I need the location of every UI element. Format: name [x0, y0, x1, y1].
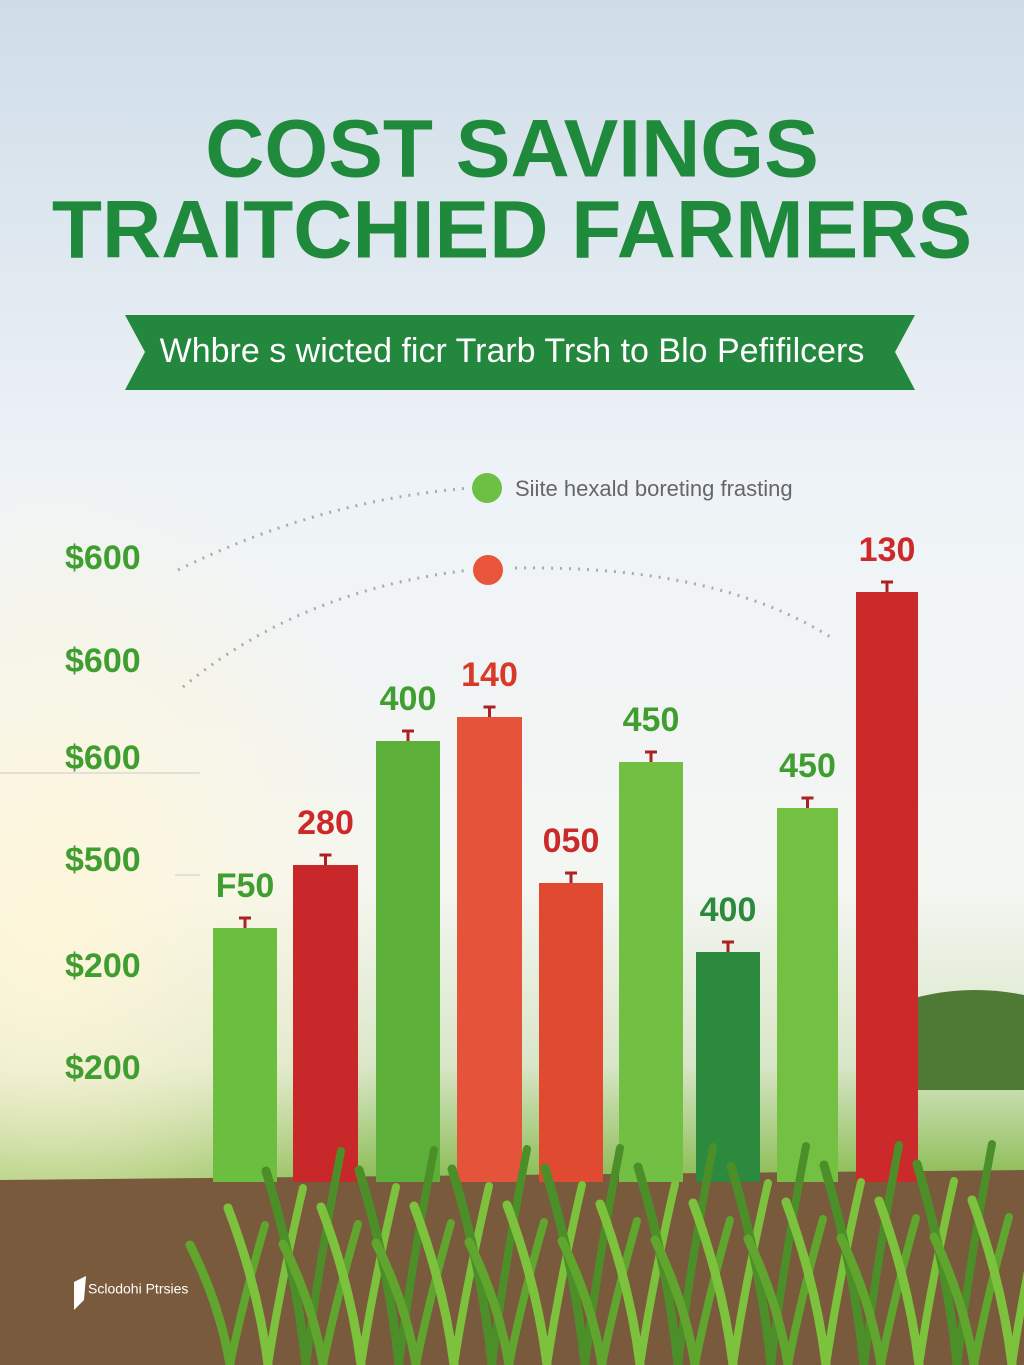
leaf	[502, 1200, 552, 1365]
leaf	[264, 1184, 307, 1365]
leaf	[450, 1182, 493, 1365]
leaf	[409, 1201, 459, 1365]
plants	[185, 1140, 1024, 1365]
leaf	[860, 1141, 903, 1365]
leaf	[674, 1143, 717, 1365]
leaf	[357, 1183, 400, 1365]
leaf	[412, 1219, 455, 1365]
leaf	[226, 1221, 269, 1365]
leaf	[836, 1233, 886, 1365]
leaf	[278, 1239, 328, 1365]
bar	[696, 952, 760, 1182]
bar-label: F50	[216, 867, 275, 905]
legend-text: Siite hexald boreting frasting	[515, 476, 793, 501]
leaf	[543, 1181, 586, 1365]
axis-label: $600	[65, 739, 141, 777]
leaf	[967, 1195, 1017, 1365]
bar	[539, 883, 603, 1182]
axis-label: $200	[65, 1049, 141, 1087]
leaf	[316, 1202, 366, 1365]
bar	[293, 865, 358, 1182]
leaf	[319, 1220, 362, 1365]
legend-dot	[473, 555, 503, 585]
leaf	[822, 1178, 865, 1365]
logo	[74, 1276, 86, 1310]
footer: Sclodohi Ptrsies	[88, 1281, 188, 1297]
bar	[457, 717, 522, 1182]
axis-label: $600	[65, 539, 141, 577]
axis-label: $500	[65, 841, 141, 879]
banner	[125, 315, 915, 390]
bar-label: 400	[700, 891, 757, 929]
leaf	[877, 1214, 920, 1365]
leaf	[781, 1197, 831, 1365]
title-line: TRAITCHIED FARMERS	[52, 185, 972, 276]
leaf	[729, 1179, 772, 1365]
axis-label: $600	[65, 642, 141, 680]
leaf	[488, 1145, 531, 1365]
leaf	[953, 1140, 996, 1365]
leaf	[688, 1198, 738, 1365]
bar-label: 050	[543, 822, 600, 860]
bar	[856, 592, 918, 1182]
leaf	[1008, 1270, 1024, 1365]
leaf	[598, 1217, 641, 1365]
title-line: COST SAVINGS	[205, 104, 819, 195]
leaf	[874, 1196, 924, 1365]
leaf	[557, 1236, 607, 1365]
bar-label: 450	[623, 701, 680, 739]
banner-text: Whbre s wicted ficr Trarb Trsh to Blo Pe…	[160, 332, 865, 370]
leaf	[395, 1146, 438, 1365]
bar-label: 140	[461, 656, 518, 694]
leaf	[784, 1215, 827, 1365]
bar-label: 450	[779, 747, 836, 785]
leaf	[581, 1144, 624, 1365]
leaf	[929, 1232, 979, 1365]
leaf	[464, 1237, 514, 1365]
leaf	[371, 1238, 421, 1365]
bar-label: 400	[380, 680, 437, 718]
bar	[777, 808, 838, 1182]
leaf	[691, 1216, 734, 1365]
axis-label: $200	[65, 947, 141, 985]
bar	[619, 762, 683, 1182]
dotted-arc	[182, 568, 471, 689]
leaf	[302, 1147, 345, 1365]
leaf	[223, 1203, 273, 1365]
dotted-arc	[177, 486, 471, 572]
leaf	[505, 1218, 548, 1365]
legend-dot	[472, 473, 502, 503]
leaf	[595, 1199, 645, 1365]
leaf	[650, 1235, 700, 1365]
leaf	[767, 1142, 810, 1365]
leaf	[970, 1213, 1013, 1365]
leaf	[915, 1177, 958, 1365]
bar-label: 280	[297, 804, 354, 842]
leaf	[185, 1240, 235, 1365]
bar	[376, 741, 440, 1182]
bar	[213, 928, 277, 1182]
bar-label: 130	[859, 531, 916, 569]
leaf	[636, 1180, 679, 1365]
leaf	[743, 1234, 793, 1365]
